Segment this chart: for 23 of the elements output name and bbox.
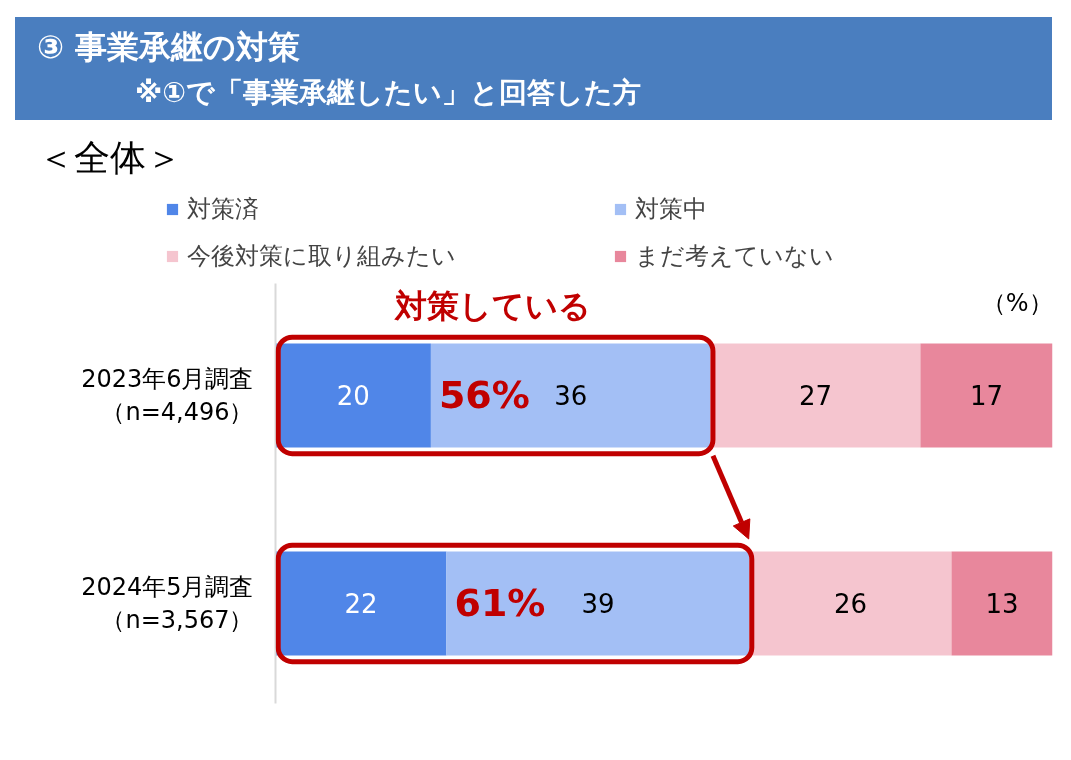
data-label: 39 <box>581 589 615 620</box>
annotation: （%） <box>981 289 1053 318</box>
annotation: 対策している <box>394 287 592 326</box>
annotation: 56% <box>438 373 530 418</box>
bar <box>951 551 1053 656</box>
legend-label: まだ考えていない <box>635 241 835 272</box>
data-label: 36 <box>554 381 588 412</box>
data-label: 20 <box>336 381 370 412</box>
legend-label: 今後対策に取り組みたい <box>187 241 457 272</box>
data-label: 26 <box>833 589 868 620</box>
data-label: 22 <box>344 589 378 620</box>
data-label: 13 <box>985 589 1019 620</box>
data-label: 17 <box>969 381 1004 412</box>
legend-label: 対策済 <box>187 194 260 225</box>
legend-label: 対策中 <box>635 194 708 225</box>
chart-subtitle: ※①で「事業承継したい」と回答した方 <box>135 75 641 111</box>
annotation: 61% <box>454 581 546 626</box>
bar <box>920 343 1053 448</box>
y-tick-label: 2024年5月調査（n=3,567） <box>81 572 254 635</box>
chart-title: ③ 事業承継の対策 <box>37 27 301 68</box>
data-label: 27 <box>798 381 833 412</box>
text: ＜全体＞ <box>38 136 182 180</box>
y-tick-label: 2023年6月調査（n=4,496） <box>81 364 254 427</box>
